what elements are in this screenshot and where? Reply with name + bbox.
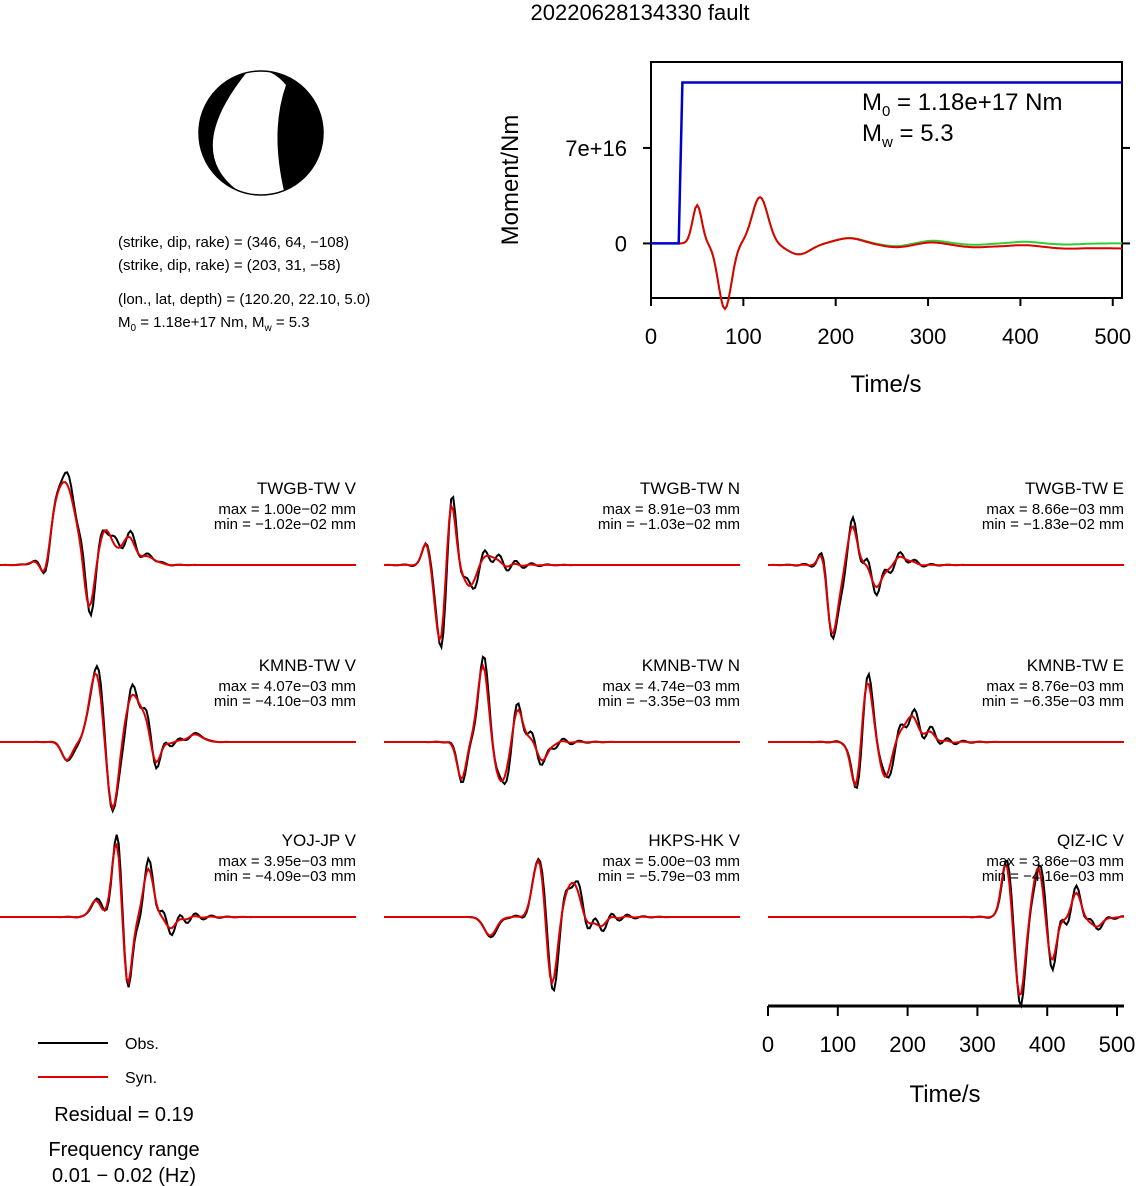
station-max: max = 8.76e−03 mm (986, 678, 1124, 695)
source-moment: M0 = 1.18e+17 Nm, Mw = 5.3 (118, 314, 310, 334)
station-max: max = 8.66e−03 mm (986, 501, 1124, 518)
moment-y-axis: 0 7e+16 (565, 136, 1130, 256)
moment-mw-annotation: Mw = 5.3 (862, 120, 954, 151)
synthetic-waveform (384, 502, 740, 643)
frequency-range-title: Frequency range (48, 1139, 199, 1161)
moment-x-tick-label: 400 (1002, 324, 1039, 349)
waveform-x-tick-label: 0 (762, 1032, 774, 1057)
legend-syn-label: Syn. (125, 1070, 157, 1087)
waveform-x-tick-label: 400 (1029, 1032, 1066, 1057)
moment-m0-annotation: M0 = 1.18e+17 Nm (862, 89, 1062, 120)
station-label: QIZ-IC V (1057, 831, 1125, 850)
synthetic-waveform (768, 525, 1124, 636)
legend-obs-label: Obs. (125, 1036, 159, 1053)
waveform-x-label: Time/s (909, 1081, 980, 1108)
frequency-range-value: 0.01 − 0.02 (Hz) (52, 1165, 196, 1186)
synthetic-waveform (0, 842, 356, 986)
moment-y-label: Moment/Nm (497, 115, 524, 246)
moment-x-tick-label: 0 (645, 324, 657, 349)
moment-chart: 0 7e+16 0 100 200 300 400 500 Moment/Nm Time/s… (497, 61, 1131, 398)
moment-x-axis: 0 100 200 300 400 500 (645, 298, 1131, 349)
moment-rate-curve-green (651, 195, 1122, 311)
observed-waveform (768, 514, 1124, 641)
station-max: max = 1.00e−02 mm (218, 501, 356, 518)
station-min: min = −4.09e−03 mm (214, 868, 356, 885)
beachball-icon (198, 68, 324, 196)
station-max: max = 5.00e−03 mm (602, 853, 740, 870)
station-max: max = 4.74e−03 mm (602, 678, 740, 695)
moment-y-tick-label: 7e+16 (565, 136, 627, 161)
station-label: YOJ-JP V (282, 831, 357, 850)
synthetic-waveform (384, 663, 740, 783)
station-max: max = 3.95e−03 mm (218, 853, 356, 870)
synthetic-waveform (768, 860, 1124, 996)
station-max: max = 4.07e−03 mm (218, 678, 356, 695)
station-min: min = −6.35e−03 mm (982, 693, 1124, 710)
residual-text: Residual = 0.19 (54, 1104, 194, 1126)
station-label: KMNB-TW N (642, 656, 740, 675)
cumulative-moment-line (651, 81, 1122, 245)
moment-rate-curve-red (651, 195, 1122, 311)
station-label: HKPS-HK V (648, 831, 740, 850)
station-label: TWGB-TW N (640, 479, 740, 498)
station-label: TWGB-TW V (257, 479, 357, 498)
figure-title: 20220628134330 fault (531, 0, 750, 25)
waveform-x-tick-label: 300 (959, 1032, 996, 1057)
waveform-x-tick-label: 200 (889, 1032, 926, 1057)
station-min: min = −4.16e−03 mm (982, 868, 1124, 885)
station-min: min = −1.03e−02 mm (598, 516, 740, 533)
station-min: min = −1.02e−02 mm (214, 516, 356, 533)
source-parameters: (strike, dip, rake) = (346, 64, −108) (s… (118, 234, 370, 334)
station-min: min = −3.35e−03 mm (598, 693, 740, 710)
synthetic-waveform (0, 672, 356, 811)
station-label: TWGB-TW E (1025, 479, 1124, 498)
nodal-plane-2: (strike, dip, rake) = (203, 31, −58) (118, 257, 341, 274)
moment-x-tick-label: 100 (725, 324, 762, 349)
waveform-x-tick-label: 100 (819, 1032, 856, 1057)
moment-plot-frame (650, 61, 1123, 299)
waveform-x-axis: 0 100 200 300 400 500 (762, 1004, 1136, 1057)
synthetic-waveform (768, 682, 1124, 788)
moment-x-tick-label: 500 (1094, 324, 1131, 349)
station-max: max = 3.86e−03 mm (986, 853, 1124, 870)
waveform-legend: Obs. Syn. Residual = 0.19 Frequency rang… (38, 1036, 200, 1186)
moment-x-tick-label: 200 (817, 324, 854, 349)
nodal-plane-1: (strike, dip, rake) = (346, 64, −108) (118, 234, 349, 251)
station-min: min = −1.83e−02 mm (982, 516, 1124, 533)
station-min: min = −5.79e−03 mm (598, 868, 740, 885)
waveform-x-tick-label: 500 (1099, 1032, 1136, 1057)
observed-waveform (384, 655, 740, 786)
station-min: min = −4.10e−03 mm (214, 693, 356, 710)
station-label: KMNB-TW E (1027, 656, 1124, 675)
station-max: max = 8.91e−03 mm (602, 501, 740, 518)
moment-x-label: Time/s (850, 371, 921, 398)
station-label: KMNB-TW V (259, 656, 357, 675)
synthetic-waveform (384, 858, 740, 986)
source-location: (lon., lat, depth) = (120.20, 22.10, 5.0… (118, 291, 370, 308)
synthetic-waveform (0, 481, 356, 609)
moment-y-tick-label: 0 (615, 231, 627, 256)
moment-x-tick-label: 300 (910, 324, 947, 349)
